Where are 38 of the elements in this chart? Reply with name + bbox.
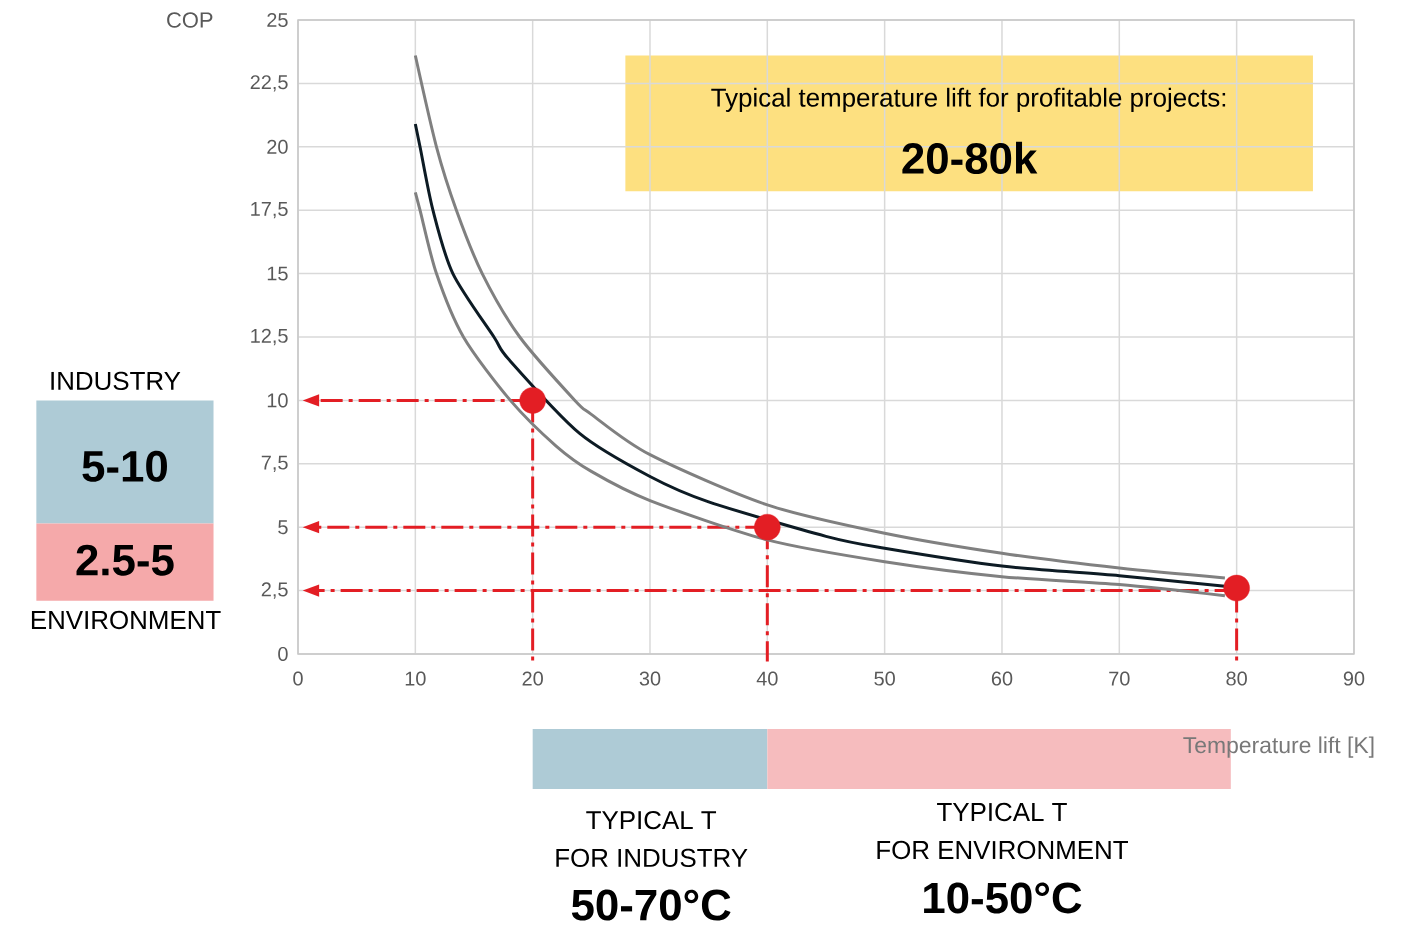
x-tick-label: 50 — [874, 671, 895, 686]
text: INDUSTRY — [51, 371, 181, 391]
y-tick-label: 12,5 — [251, 328, 288, 346]
text: 2.5-5 — [76, 544, 174, 576]
x-axis-title: Temperature lift [K] — [1183, 736, 1374, 758]
point — [519, 387, 546, 414]
y-tick-label: 15 — [267, 266, 288, 281]
text: TYPICAL T — [937, 802, 1067, 822]
x-tick-label: 80 — [1226, 671, 1247, 686]
point — [1223, 574, 1250, 602]
point — [754, 514, 781, 541]
y-tick-label: 2,5 — [261, 582, 288, 599]
x-tick-label: 20 — [522, 671, 543, 686]
text: ENVIRONMENT — [31, 610, 221, 630]
text: TYPICAL T — [586, 810, 717, 830]
x-tick-label: 70 — [1109, 671, 1130, 686]
text: 10-50°C — [924, 882, 1082, 914]
y-tick-label: 20 — [267, 139, 288, 154]
y-axis-title: COP — [167, 12, 213, 28]
text: 5-10 — [82, 450, 167, 482]
y-tick-label: 0 — [278, 646, 288, 662]
text: FOR INDUSTRY — [556, 848, 748, 868]
annotation: 20-80k — [902, 141, 1038, 175]
text: 50-70°C — [571, 889, 731, 921]
y-tick-label: 5 — [278, 520, 288, 535]
y-tick-label: 25 — [267, 12, 288, 28]
x-tick-label: 60 — [991, 671, 1013, 686]
x-tick-label: 40 — [756, 671, 778, 686]
annotation: Typical temperature lift for profitable projects: — [711, 87, 1226, 112]
y-tick-label: 10 — [267, 393, 288, 408]
y-tick-label: 22,5 — [250, 75, 288, 92]
x-tick-label: 90 — [1343, 671, 1365, 686]
x-tick-label: 10 — [405, 671, 426, 686]
y-tick-label: 17,5 — [251, 202, 288, 219]
text: FOR ENVIRONMENT — [877, 840, 1128, 860]
x-tick-label: 0 — [293, 671, 303, 686]
y-tick-label: 7,5 — [261, 455, 288, 472]
x-tick-label: 30 — [639, 671, 661, 686]
